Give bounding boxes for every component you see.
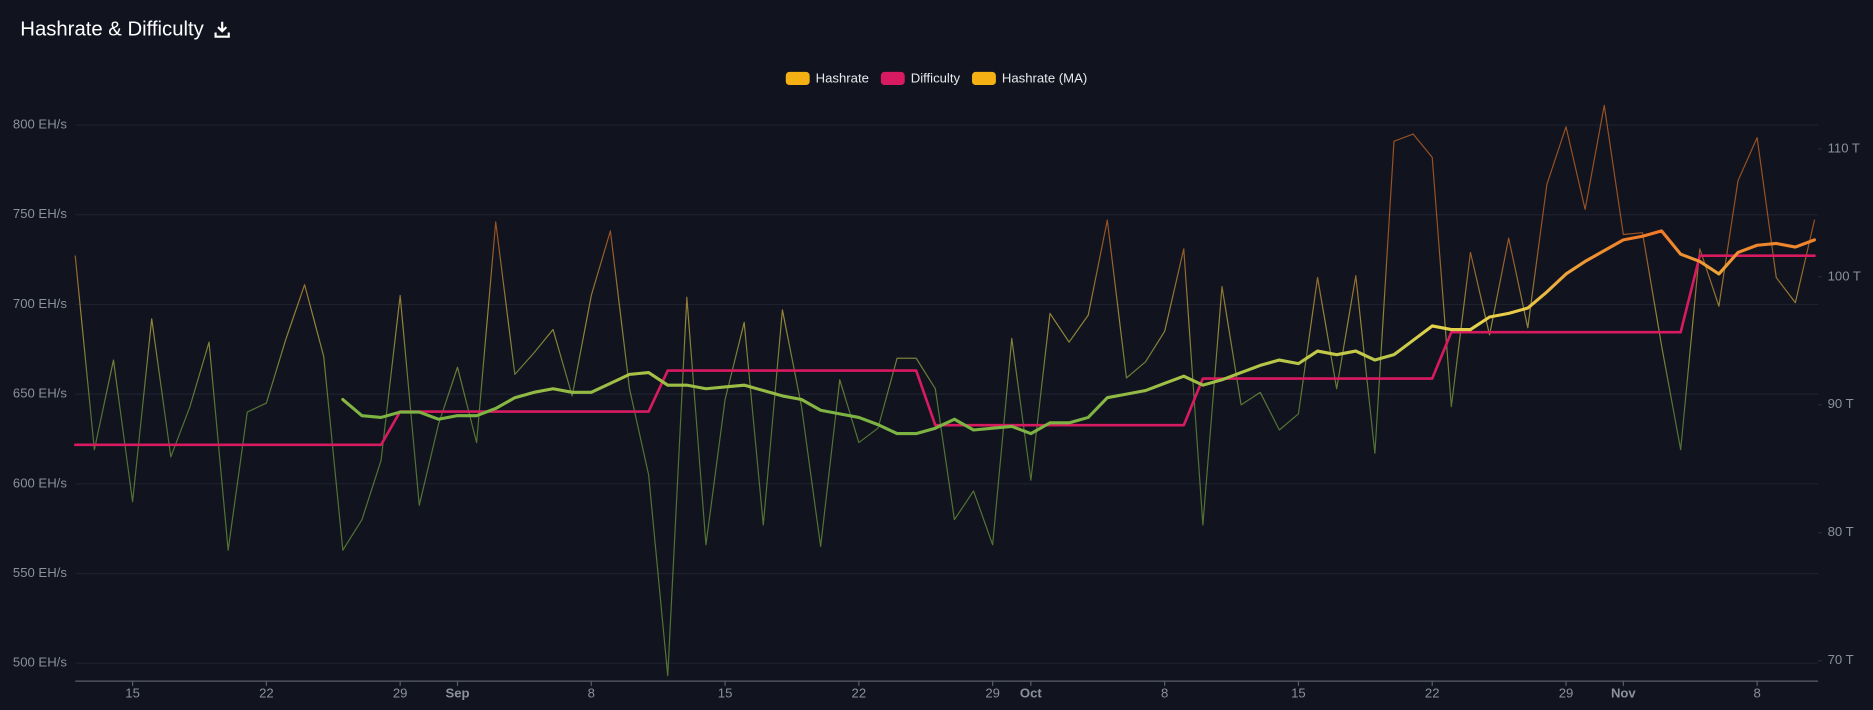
legend-swatch [785,71,810,86]
legend-swatch [972,71,996,86]
y-tick-label: 550 EH/s [13,565,67,580]
legend-item[interactable]: Difficulty [880,71,961,86]
legend-swatch [880,71,905,86]
legend-label: Hashrate [816,71,869,86]
y2-tick-label: 100 T [1828,268,1861,283]
legend-label: Hashrate (MA) [1002,71,1087,86]
y2-tick-label: 90 T [1828,396,1854,411]
y-tick-label: 500 EH/s [13,655,67,670]
legend-label: Difficulty [911,71,961,86]
x-tick-label: 29 [393,686,408,701]
x-tick-label: 15 [125,686,140,701]
chart-title: Hashrate & Difficulty [20,18,204,40]
x-tick-label: 22 [1425,686,1440,701]
x-tick-label: 8 [1753,686,1760,701]
y2-tick-label: 70 T [1828,652,1854,667]
legend-item[interactable]: Hashrate [785,71,869,86]
download-icon[interactable] [214,21,230,38]
y-tick-label: 600 EH/s [13,475,67,490]
x-tick-label: Sep [445,686,469,701]
x-tick-label: 15 [718,686,733,701]
y-tick-label: 800 EH/s [13,117,67,132]
x-tick-label: Nov [1611,686,1636,701]
x-tick-label: 8 [1161,686,1168,701]
legend-item[interactable]: Hashrate (MA) [972,71,1087,86]
x-tick-label: 29 [1559,686,1574,701]
y-tick-label: 750 EH/s [13,206,67,221]
y2-tick-label: 110 T [1828,140,1860,155]
series-line [74,104,1816,677]
series-line [341,229,1817,436]
x-tick-label: 15 [1291,686,1306,701]
y2-tick-label: 80 T [1828,524,1854,539]
x-tick-label: 29 [985,686,1000,701]
x-tick-label: Oct [1020,686,1043,701]
x-tick-label: 8 [588,686,595,701]
download-tray [214,32,230,38]
x-tick-label: 22 [852,686,867,701]
y-tick-label: 650 EH/s [13,386,67,401]
x-tick-label: 22 [259,686,274,701]
legend: Hashrate Difficulty Hashrate (MA) [785,71,1087,86]
download-arrow [217,21,228,33]
y-tick-label: 700 EH/s [13,296,67,311]
